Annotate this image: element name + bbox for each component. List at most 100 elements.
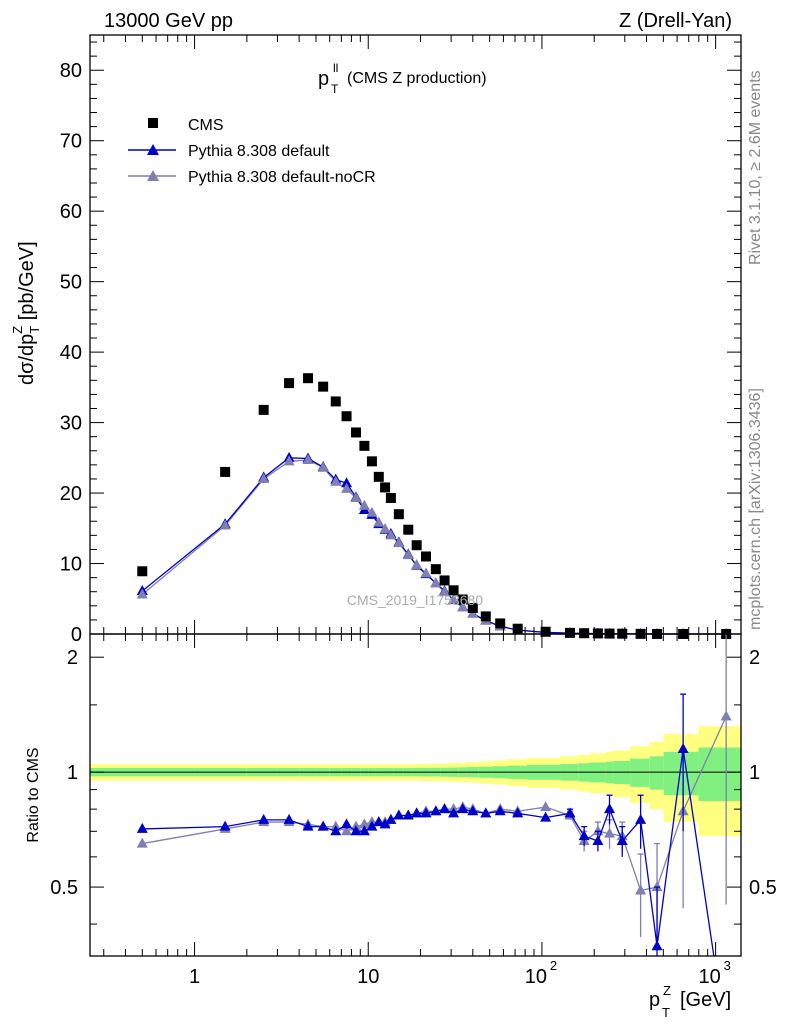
ratio-point-default: [366, 820, 378, 831]
ratio-ytick-label-right: 0.5: [749, 877, 777, 899]
ratio-point-default: [616, 835, 628, 846]
main-point-cms: [564, 627, 575, 638]
main-point-nocr: [136, 588, 148, 599]
main-point-nocr: [385, 529, 397, 540]
ratio-point-nocr: [341, 825, 353, 836]
main-point-cms: [448, 585, 459, 596]
main-point-cms: [366, 456, 377, 467]
ratio-point-default: [350, 825, 362, 836]
main-point-default: [341, 477, 353, 488]
ratio-point-nocr: [136, 837, 148, 848]
main-point-nocr: [420, 567, 432, 578]
band-green-bin: [698, 747, 741, 802]
main-point-nocr: [350, 491, 362, 502]
main-point-nocr: [373, 516, 385, 527]
ratio-point-nocr: [651, 881, 663, 892]
legend-marker-cms: [148, 118, 158, 128]
ratio-point-default: [219, 820, 231, 831]
ratio-ytick-label: 2: [67, 647, 78, 669]
legend-label-default: Pythia 8.308 default: [188, 143, 330, 160]
main-ytick-label: 30: [60, 413, 82, 435]
ratio-point-default: [430, 805, 442, 816]
band-green-bin: [663, 751, 699, 796]
main-point-nocr: [330, 475, 342, 486]
main-point-nocr: [411, 558, 423, 569]
ratio-point-default: [540, 811, 552, 822]
xtick-label: 10: [357, 966, 379, 988]
xlabel-sub: T: [662, 1005, 670, 1020]
ratio-point-default: [564, 807, 576, 818]
main-point-nocr: [366, 506, 378, 517]
ratio-point-default: [393, 809, 405, 820]
process-label: Z (Drell-Yan): [619, 10, 732, 32]
ratio-point-default: [512, 807, 524, 818]
plot-title: p ll T (CMS Z production): [318, 61, 487, 96]
main-ytick-label: 20: [60, 483, 82, 505]
main-point-nocr: [448, 593, 460, 604]
main-point-cms: [284, 378, 295, 389]
main-point-nocr: [439, 585, 451, 596]
main-point-cms: [579, 628, 590, 639]
main-point-cms: [420, 551, 431, 562]
ratio-point-default: [373, 816, 385, 827]
xtick-label: 1: [189, 966, 200, 988]
ratio-point-default: [317, 820, 329, 831]
ratio-point-default: [420, 807, 432, 818]
main-point-cms: [430, 564, 441, 575]
mcplots-label: mcplots.cern.ch [arXiv:1306.3436]: [747, 388, 764, 630]
ratio-point-nocr: [540, 801, 552, 812]
ratio-point-default: [439, 803, 451, 814]
main-point-nocr: [430, 577, 442, 588]
main-point-cms: [341, 411, 352, 422]
main-point-cms: [303, 373, 314, 384]
ratio-point-default: [494, 805, 506, 816]
main-point-cms: [385, 492, 396, 503]
band-green-bin: [630, 758, 650, 787]
xtick-label-exp: 2: [550, 958, 557, 973]
ratio-line-nocr: [142, 716, 727, 892]
ratio-point-default: [258, 813, 270, 824]
rivet-label: Rivet 3.1.10, ≥ 2.6M events: [747, 70, 764, 265]
ratio-point-nocr: [635, 884, 647, 895]
main-point-cms: [480, 611, 491, 622]
main-point-nocr: [302, 453, 314, 464]
ratio-point-default: [635, 813, 647, 824]
main-point-cms: [467, 602, 478, 613]
main-point-cms: [137, 566, 148, 577]
ratio-ytick-label: 1: [67, 762, 78, 784]
main-point-nocr: [402, 549, 414, 560]
main-point-nocr: [219, 519, 231, 530]
legend: CMS Pythia 8.308 default Pythia 8.308 de…: [128, 117, 376, 186]
main-point-cms: [220, 466, 231, 477]
energy-label: 13000 GeV pp: [104, 10, 233, 32]
main-point-cms: [393, 509, 404, 520]
ratio-point-default: [578, 830, 590, 841]
ratio-point-default: [651, 940, 663, 951]
title-sup: ll: [333, 61, 338, 75]
main-point-cms: [411, 540, 422, 551]
main-point-cms: [359, 440, 370, 451]
ratio-point-default: [379, 818, 391, 829]
ratio-frame: [89, 633, 742, 957]
ratio-point-default: [467, 805, 479, 816]
main-ytick-label: 60: [60, 201, 82, 223]
ratio-ytick-label-right: 1: [749, 762, 760, 784]
main-ytick-label: 10: [60, 554, 82, 576]
main-point-cms: [318, 381, 329, 392]
xtick-label: 10: [525, 966, 547, 988]
main-point-nocr: [393, 537, 405, 548]
main-point-cms: [540, 626, 551, 637]
ratio-ytick-label-right: 2: [749, 647, 760, 669]
title-sub: T: [331, 82, 339, 96]
main-point-nocr: [317, 461, 329, 472]
ratio-point-default: [385, 813, 397, 824]
main-point-cms: [512, 623, 523, 634]
ratio-point-default: [283, 813, 295, 824]
main-ytick-label: 40: [60, 342, 82, 364]
ratio-series-group: [136, 634, 732, 956]
main-panel: 0 10 20 30 40 50 60 70 80: [60, 34, 742, 956]
main-ylabel-text: dσ/dpTZ [pb/GeV]: [10, 241, 42, 385]
xlabel-unit: [GeV]: [680, 989, 731, 1011]
ratio-point-default: [677, 742, 689, 753]
